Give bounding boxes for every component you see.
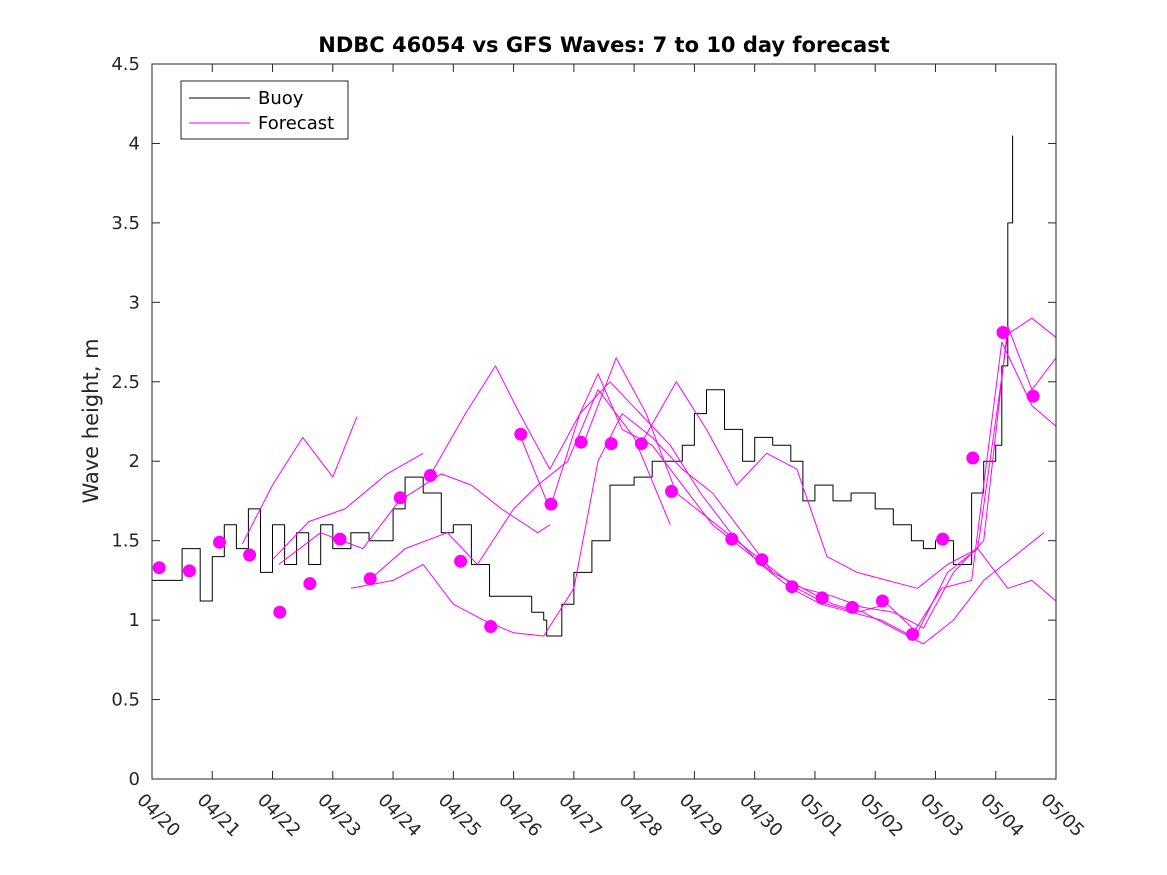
forecast-line-5	[368, 389, 671, 581]
forecast-marker	[634, 437, 648, 451]
forecast-marker	[1026, 389, 1040, 403]
y-tick-label: 1.5	[111, 531, 140, 552]
forecast-line-3	[241, 416, 358, 545]
forecast-marker	[996, 326, 1010, 339]
y-tick-label: 4.5	[111, 54, 140, 75]
forecast-marker	[182, 564, 196, 578]
y-axis-label: Wave height, m	[79, 338, 103, 503]
legend-box	[180, 80, 349, 140]
y-tick-label: 0	[129, 769, 140, 790]
marker-layer	[152, 326, 1040, 641]
forecast-marker	[815, 591, 829, 605]
forecast-marker	[544, 497, 558, 511]
forecast-marker	[303, 577, 317, 591]
legend-buoy-label: Buoy	[258, 88, 304, 109]
forecast-marker	[875, 594, 889, 608]
buoy-line	[152, 135, 1014, 637]
forecast-marker	[243, 548, 257, 562]
forecast-marker	[333, 532, 347, 546]
y-tick-label: 1	[129, 610, 140, 631]
forecast-marker	[845, 600, 859, 614]
y-tick-label: 2	[129, 451, 140, 472]
y-tick-label: 0.5	[111, 690, 140, 711]
forecast-line-7	[519, 325, 1057, 629]
forecast-marker	[152, 561, 166, 575]
series-layer	[152, 135, 1057, 645]
y-tick-label: 3.5	[111, 213, 140, 234]
forecast-marker	[213, 535, 226, 549]
forecast-marker	[273, 605, 287, 619]
y-tick-label: 4	[129, 133, 140, 154]
forecast-line-9	[639, 317, 1057, 589]
forecast-marker	[454, 554, 468, 568]
forecast-marker	[785, 580, 799, 594]
forecast-line-4	[350, 413, 1045, 645]
forecast-marker	[514, 427, 528, 441]
forecast-marker	[363, 572, 377, 586]
forecast-marker	[393, 491, 407, 505]
forecast-line-1	[272, 452, 424, 561]
plot-area	[152, 64, 1056, 779]
chart-title: NDBC 46054 vs GFS Waves: 7 to 10 day for…	[318, 33, 889, 57]
forecast-marker	[755, 553, 769, 567]
forecast-marker	[665, 484, 678, 498]
forecast-marker	[423, 469, 437, 482]
forecast-marker	[484, 620, 498, 633]
forecast-marker	[906, 627, 920, 641]
forecast-marker	[725, 532, 739, 546]
forecast-marker	[966, 451, 980, 465]
forecast-line-8	[585, 357, 1057, 634]
plot-frame	[151, 63, 1057, 780]
forecast-marker	[604, 437, 618, 451]
forecast-marker	[936, 532, 950, 546]
y-tick-label: 3	[129, 292, 140, 313]
legend: Buoy Forecast	[180, 80, 349, 140]
forecast-line-6	[428, 341, 1057, 637]
forecast-marker	[574, 435, 588, 449]
legend-forecast-label: Forecast	[258, 113, 334, 134]
y-tick-label: 2.5	[111, 372, 140, 393]
